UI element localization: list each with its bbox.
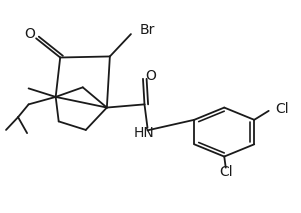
Text: Cl: Cl bbox=[219, 165, 233, 179]
Text: O: O bbox=[145, 69, 156, 83]
Text: Cl: Cl bbox=[275, 102, 289, 116]
Text: O: O bbox=[24, 27, 35, 41]
Text: HN: HN bbox=[134, 126, 154, 140]
Text: Br: Br bbox=[140, 23, 155, 37]
